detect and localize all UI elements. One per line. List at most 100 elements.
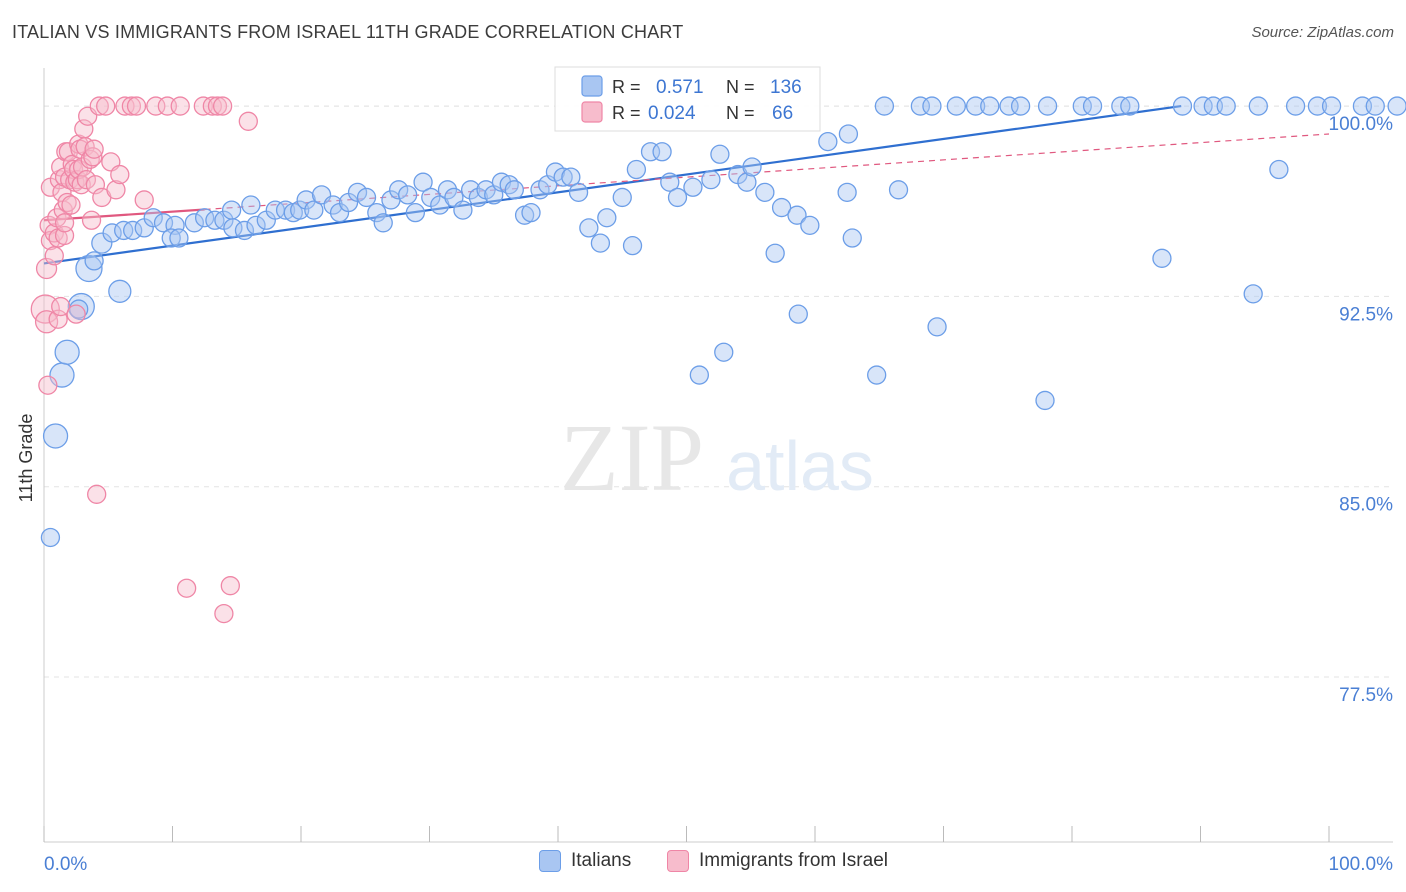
point-israel: [126, 96, 147, 116]
y-tick-label: 100.0%: [1329, 114, 1394, 135]
point-italians: [1285, 96, 1306, 116]
point-israel: [96, 96, 116, 116]
legend-r-value-italians: 0.571: [656, 77, 704, 98]
point-italians: [221, 200, 242, 220]
point-italians: [405, 202, 426, 223]
point-italians: [568, 182, 589, 202]
point-italians: [468, 187, 488, 208]
point-israel: [44, 246, 64, 266]
point-israel: [121, 96, 142, 116]
point-italians: [667, 187, 688, 208]
point-israel: [202, 96, 222, 116]
legend-label-israel: Immigrants from Israel: [699, 850, 888, 871]
point-italians: [1082, 96, 1103, 116]
point-italians: [234, 220, 255, 241]
point-italians: [223, 218, 243, 238]
point-italians: [714, 342, 734, 362]
point-italians: [54, 339, 80, 365]
data-points: [30, 96, 1406, 624]
point-italians: [1387, 96, 1406, 116]
point-israel: [81, 210, 102, 230]
legend-n-label-israel: N =: [726, 103, 755, 123]
point-italians: [612, 187, 632, 208]
point-israel: [38, 375, 58, 395]
point-israel: [87, 484, 107, 504]
y-tick-labels: 77.5% 85.0% 92.5% 100.0%: [1329, 114, 1394, 706]
point-israel: [34, 310, 59, 334]
point-italians: [108, 279, 132, 303]
point-israel: [176, 578, 197, 598]
point-israel: [84, 139, 104, 159]
y-axis-label: 11th Grade: [16, 414, 36, 503]
point-israel: [54, 213, 75, 233]
source-label: Source: ZipAtlas.com: [1251, 24, 1394, 41]
point-israel: [207, 96, 228, 116]
point-italians: [788, 304, 808, 324]
point-italians: [1269, 159, 1289, 180]
point-italians: [304, 200, 324, 220]
point-italians: [652, 142, 672, 162]
point-italians: [367, 202, 387, 223]
point-italians: [165, 215, 185, 235]
point-italians: [590, 233, 611, 253]
legend-n-label-italians: N =: [726, 77, 755, 97]
gridlines: [44, 105, 1393, 678]
point-italians: [737, 172, 757, 192]
point-italians: [579, 218, 599, 238]
point-israel: [238, 111, 258, 131]
point-italians: [1216, 96, 1236, 116]
point-italians: [1010, 96, 1031, 116]
watermark-atlas: atlas: [726, 427, 874, 505]
point-italians: [701, 170, 721, 190]
point-israel: [214, 603, 234, 624]
point-italians: [1193, 96, 1213, 116]
point-italians: [922, 96, 942, 116]
point-italians: [800, 215, 820, 235]
bottom-legend: Italians Immigrants from Israel: [0, 850, 1406, 880]
point-israel: [51, 296, 71, 317]
trend-line-israel: [43, 208, 205, 222]
point-italians: [787, 205, 807, 225]
watermark-zip: ZIP: [560, 404, 704, 511]
point-italians: [980, 96, 1000, 116]
point-italians: [553, 167, 573, 187]
point-italians: [123, 220, 143, 241]
point-italians: [771, 197, 792, 218]
point-israel: [35, 257, 58, 280]
point-italians: [561, 167, 581, 187]
stats-legend: R = 0.571 N = 136 R = 0.024 N = 66: [554, 66, 821, 132]
point-italians: [275, 200, 296, 220]
point-israel: [212, 96, 233, 116]
point-italians: [842, 228, 862, 248]
point-italians: [1321, 96, 1342, 116]
y-tick-label: 77.5%: [1339, 685, 1393, 706]
legend-label-italians: Italians: [571, 850, 632, 871]
point-italians: [1307, 96, 1328, 116]
point-italians: [837, 182, 857, 202]
point-italians: [755, 182, 775, 202]
legend-r-label-israel: R =: [612, 103, 641, 123]
legend-swatch-italians-bottom: [539, 850, 561, 872]
point-italians: [1172, 96, 1193, 116]
point-italians: [927, 317, 947, 337]
point-italians: [838, 124, 859, 144]
legend-swatch-israel: [581, 101, 603, 123]
point-italians: [389, 180, 409, 200]
point-italians: [710, 144, 730, 164]
legend-swatch-italians: [581, 75, 603, 97]
point-israel: [170, 96, 190, 116]
point-italians: [42, 423, 69, 449]
x-tick-label-min: 0.0%: [44, 854, 87, 875]
point-italians: [184, 213, 204, 233]
point-italians: [1243, 284, 1263, 304]
point-italians: [597, 208, 617, 228]
y-tick-label: 85.0%: [1339, 495, 1393, 516]
point-italians: [246, 215, 266, 235]
point-italians: [241, 195, 261, 215]
point-italians: [888, 180, 909, 200]
point-italians: [373, 213, 393, 233]
point-italians: [742, 157, 762, 177]
point-israel: [61, 195, 81, 215]
legend-n-value-italians: 136: [770, 77, 802, 98]
